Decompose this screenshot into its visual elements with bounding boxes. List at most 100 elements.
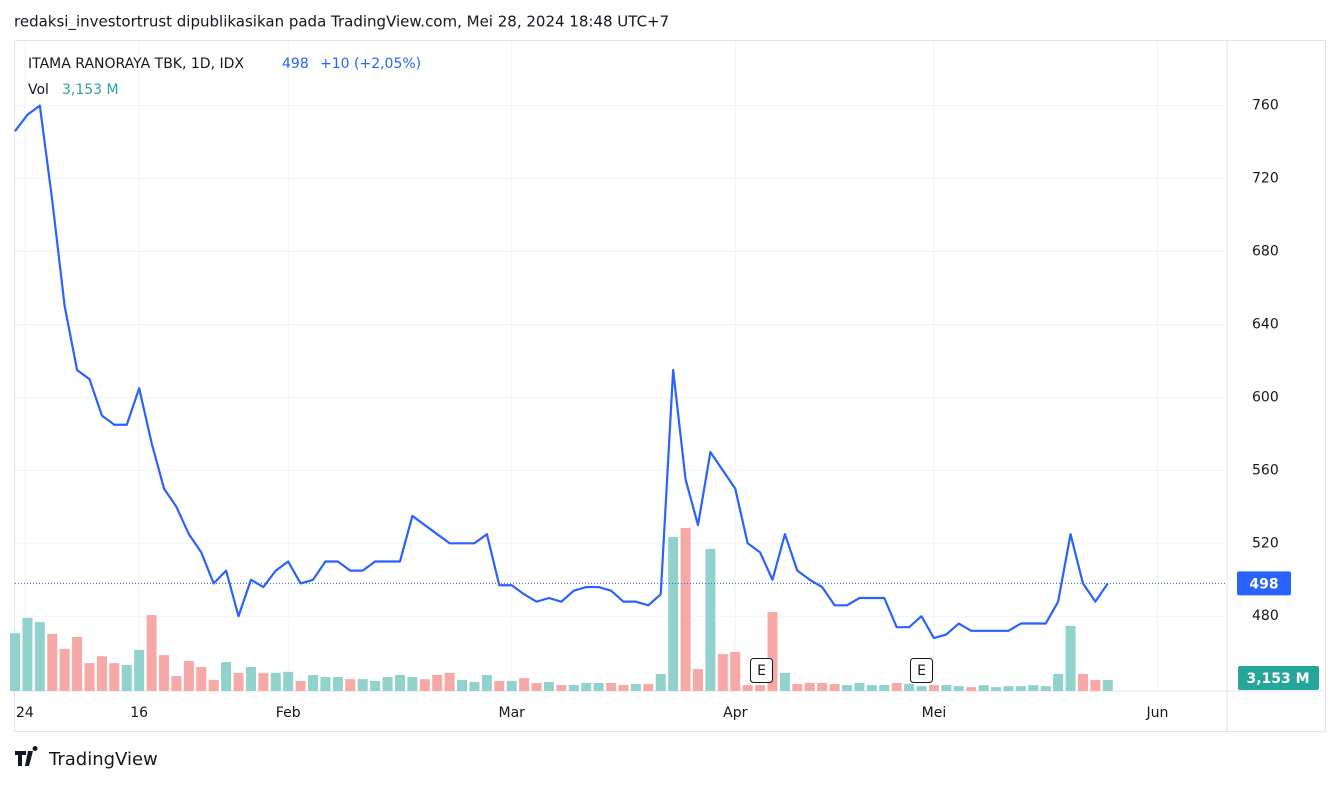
volume-bar: [34, 622, 45, 691]
volume-bar: [382, 677, 393, 691]
volume-bar: [817, 682, 828, 691]
volume-bar: [245, 666, 256, 691]
volume-badge-label: 3,153 M: [1246, 671, 1309, 687]
volume-bar: [1003, 686, 1014, 691]
volume-bar: [146, 615, 157, 691]
price-line: [14, 104, 1109, 640]
volume-bar: [1090, 679, 1101, 691]
x-tick-label: Jun: [1146, 705, 1169, 721]
volume-bar: [457, 679, 468, 691]
volume-bar: [730, 651, 741, 691]
volume-bar: [668, 537, 679, 691]
volume-bar: [221, 662, 232, 691]
volume-bar: [655, 673, 666, 691]
volume-bar: [755, 685, 766, 691]
x-tick-label: 16: [130, 705, 148, 721]
volume-bar: [991, 687, 1002, 691]
volume-bar: [966, 687, 977, 691]
volume-bar: [1102, 680, 1113, 691]
y-tick-label: 680: [1252, 244, 1279, 260]
x-tick-label: Feb: [276, 705, 301, 721]
volume-bar: [941, 685, 952, 691]
volume-bar: [1040, 686, 1051, 691]
event-marker: E: [750, 658, 773, 683]
x-tick-label: Mei: [922, 705, 947, 721]
volume-bar: [72, 637, 83, 691]
volume-bar: [829, 684, 840, 691]
logo: TradingView: [15, 746, 158, 770]
event-label: E: [917, 663, 926, 679]
y-tick-label: 480: [1252, 608, 1279, 624]
volume-bar: [494, 680, 505, 691]
volume-bar: [705, 548, 716, 691]
volume-bar: [928, 685, 939, 691]
volume-bar: [270, 672, 281, 691]
volume-bar: [916, 686, 927, 691]
frame: [14, 40, 1326, 732]
volume-bar: [84, 663, 95, 691]
volume-bar: [804, 682, 815, 691]
volume-bar: [1015, 686, 1026, 691]
volume-bar: [581, 682, 592, 691]
volume-bar: [556, 685, 567, 691]
series-title: ITAMA RANORAYA TBK, 1D, IDX: [28, 56, 244, 72]
y-tick-label: 720: [1252, 171, 1279, 187]
volume-bar: [159, 655, 170, 691]
volume-bar: [879, 685, 890, 691]
price-badge: [1237, 571, 1291, 596]
y-tick-label: 520: [1252, 535, 1279, 551]
volume-bar: [543, 681, 554, 691]
volume-bar: [233, 672, 244, 691]
volume-bar: [953, 686, 964, 691]
volume-bar: [96, 656, 107, 691]
volume-bar: [295, 680, 306, 691]
attribution: redaksi_investortrust dipublikasikan pad…: [14, 13, 669, 32]
volume-bar: [394, 674, 405, 691]
volume-bar: [593, 682, 604, 691]
volume-bar: [59, 648, 70, 691]
volume-bar: [134, 649, 145, 691]
y-tick-label: 640: [1252, 316, 1279, 332]
volume-bar: [419, 679, 430, 691]
volume-bar: [767, 611, 778, 691]
volume-bar: [258, 672, 269, 691]
volume-bar: [618, 685, 629, 691]
event-marker: E: [910, 658, 933, 683]
volume-bar: [531, 682, 542, 691]
volume-bar: [1053, 673, 1064, 691]
volume-bar: [332, 677, 343, 691]
volume-bar: [481, 674, 492, 691]
volume-bar: [444, 672, 455, 691]
volume-bar: [432, 674, 443, 691]
price-change: +10 (+2,05%): [320, 56, 421, 72]
x-tick-label: 24: [16, 705, 34, 721]
volume-bar: [519, 678, 530, 691]
volume-name: Vol: [28, 82, 49, 98]
volume-bar: [345, 679, 356, 691]
volume-bar: [904, 684, 915, 691]
volume-bar: [47, 633, 58, 691]
y-tick-label: 560: [1252, 462, 1279, 478]
event-label: E: [757, 663, 766, 679]
volume-bar: [370, 680, 381, 691]
last-price: 498: [282, 56, 309, 72]
volume-bar: [680, 528, 691, 691]
volume-badge: [1238, 666, 1319, 690]
volume-bar: [357, 679, 368, 691]
volume-bar: [891, 682, 902, 691]
volume-bar: [568, 685, 579, 691]
volume-bar: [842, 685, 853, 691]
x-tick-label: Apr: [723, 705, 747, 721]
volume-bar: [171, 676, 182, 691]
x-tick-label: Mar: [499, 705, 526, 721]
y-tick-label: 760: [1252, 98, 1279, 114]
volume-bar: [854, 682, 865, 691]
brand: TradingView: [48, 749, 158, 770]
volume-bar: [792, 684, 803, 691]
plot: [10, 41, 1227, 691]
volume-bar: [208, 679, 219, 691]
volume-bar: [10, 633, 20, 691]
volume-bar: [469, 681, 480, 691]
volume-bar: [183, 661, 194, 691]
